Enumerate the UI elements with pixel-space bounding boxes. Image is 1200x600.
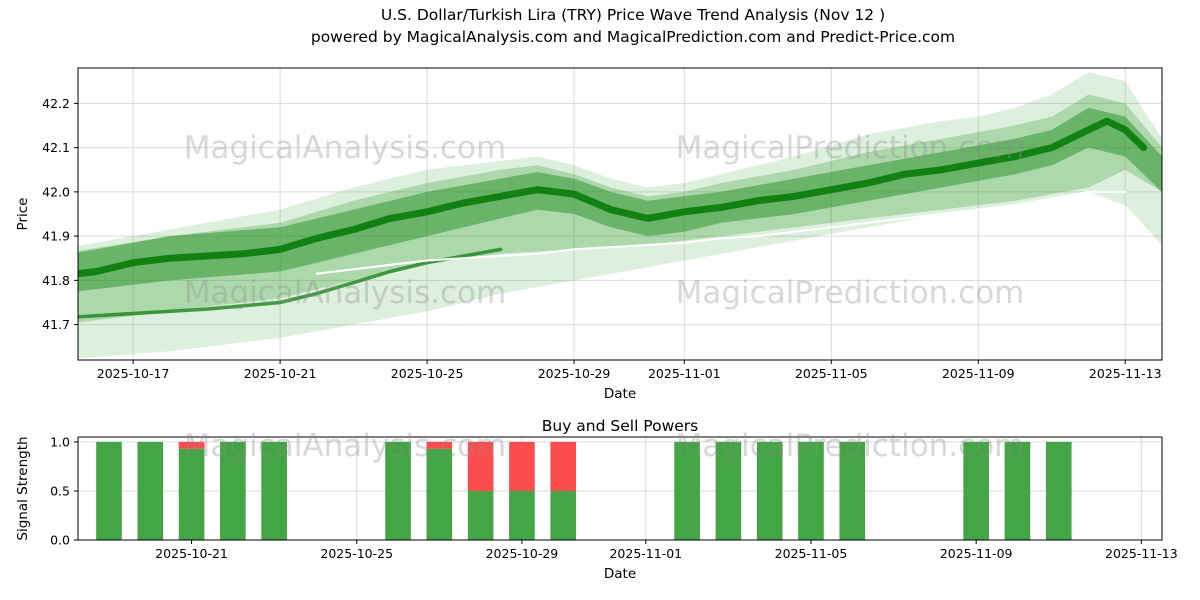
x-tick-label: 2025-11-13 (1089, 366, 1162, 381)
power-chart: 2025-10-21 2025-10-25 2025-10-29 2025-11-01… (15, 417, 1178, 582)
sell-bar (178, 441, 205, 449)
x-tick-label: 2025-10-25 (320, 546, 393, 561)
y-tick-label: 42.1 (42, 140, 70, 155)
watermark-text: MagicalPrediction.com (676, 130, 1025, 166)
price-chart: 2025-10-17 2025-10-21 2025-10-25 2025-10-29… (15, 67, 1163, 402)
watermark-text: MagicalPrediction.com (676, 275, 1025, 311)
buy-bar (839, 441, 866, 540)
y-tick-label: 42.0 (42, 184, 70, 199)
sell-bar (550, 441, 577, 491)
buy-bar (178, 448, 205, 540)
watermark-text: MagicalPrediction.com (676, 428, 1025, 464)
x-tick-label: 2025-11-01 (648, 366, 721, 381)
x-tick-label: 2025-11-01 (609, 546, 682, 561)
buy-bar (674, 441, 700, 540)
buy-bar (96, 441, 122, 540)
y-tick-label: 41.8 (42, 273, 70, 288)
price-chart-content (78, 72, 1162, 359)
buy-bar (1045, 441, 1072, 540)
x-tick-label: 2025-11-05 (795, 366, 868, 381)
plot-border (77, 436, 1163, 541)
buy-bar (467, 490, 494, 540)
y-tick-label: 0.5 (50, 483, 70, 498)
y-tick-label: 0.0 (50, 533, 70, 548)
sell-bar (509, 441, 535, 491)
buy-bar (1004, 441, 1031, 540)
y-tick-label: 42.2 (42, 96, 70, 111)
sell-bar (467, 441, 494, 491)
chart-title: Buy and Sell Powers (542, 417, 699, 435)
buy-bar (137, 441, 164, 540)
x-tick-label: 2025-10-29 (538, 366, 611, 381)
x-tick-label: 2025-11-09 (942, 366, 1015, 381)
buy-bar (426, 448, 453, 540)
x-tick-label: 2025-11-09 (940, 546, 1013, 561)
buy-bar (756, 441, 783, 540)
x-axis-label: Date (604, 566, 636, 582)
buy-bar (715, 441, 742, 540)
y-tick-label: 41.7 (42, 317, 70, 332)
buy-bar (509, 490, 535, 540)
x-tick-label: 2025-11-13 (1105, 546, 1178, 561)
watermark-text: MagicalAnalysis.com (184, 130, 506, 166)
figure-title: U.S. Dollar/Turkish Lira (TRY) Price Wav… (381, 6, 885, 24)
plot-border (77, 67, 1163, 361)
x-tick-label: 2025-10-21 (244, 366, 317, 381)
y-axis-label: Signal Strength (15, 436, 31, 540)
y-tick-label: 41.9 (42, 229, 70, 244)
white-mid-line (315, 190, 1127, 275)
buy-bar (220, 441, 246, 540)
buy-bar (385, 441, 411, 540)
main-trend-line (78, 117, 1148, 278)
x-axis-label: Date (604, 386, 636, 402)
buy-bar (963, 441, 989, 540)
y-axis-label: Price (15, 198, 31, 231)
x-tick-label: 2025-10-17 (97, 366, 170, 381)
buy-bar (550, 490, 577, 540)
x-tick-label: 2025-10-21 (155, 546, 228, 561)
sell-bar (426, 441, 453, 449)
x-tick-label: 2025-11-05 (775, 546, 848, 561)
inner-band (78, 107, 1162, 292)
buy-bar (798, 441, 824, 540)
watermark-text: MagicalAnalysis.com (184, 428, 506, 464)
buy-bar (261, 441, 287, 540)
y-tick-label: 1.0 (50, 434, 70, 449)
figure-subtitle: powered by MagicalAnalysis.com and Magic… (311, 28, 955, 46)
watermark-text: MagicalAnalysis.com (184, 275, 506, 311)
x-tick-label: 2025-10-25 (391, 366, 464, 381)
x-tick-label: 2025-10-29 (486, 546, 559, 561)
